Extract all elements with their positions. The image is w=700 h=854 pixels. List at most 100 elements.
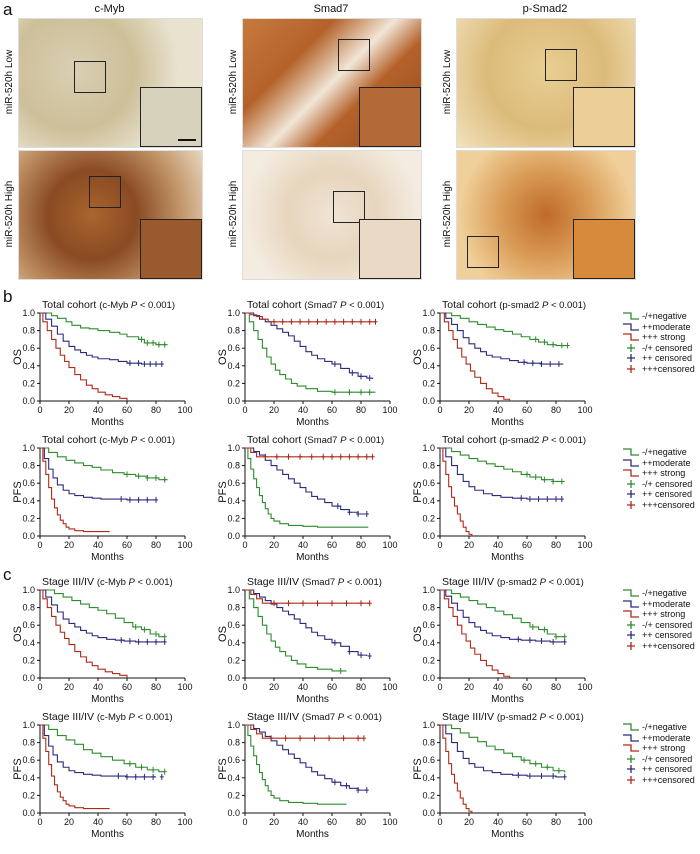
y-axis-label: PFS — [217, 758, 229, 779]
legend-entry: +++censored — [622, 364, 695, 375]
km-curve-moderate — [245, 447, 367, 515]
y-tick-label: 1.0 — [422, 720, 435, 730]
micrograph-c-myb-low — [18, 18, 203, 148]
censor-mark — [154, 631, 158, 637]
censor-mark — [551, 773, 556, 780]
censor-mark — [562, 773, 567, 780]
censor-mark — [367, 318, 372, 325]
stain-title-smad7: Smad7 — [313, 3, 349, 15]
x-tick-label: 60 — [122, 540, 132, 550]
censor-mark — [301, 600, 305, 607]
chart-title: Stage III/IV (p-smad2 P < 0.001) — [442, 576, 584, 588]
x-tick-label: 0 — [37, 540, 42, 550]
censor-mark — [298, 318, 303, 325]
chart-title: Stage III/IV (c-Myb P < 0.001) — [42, 711, 173, 723]
censor-mark — [151, 339, 156, 346]
censor-mark — [315, 600, 320, 607]
y-tick-label: 0.0 — [227, 396, 240, 406]
x-tick-label: 20 — [64, 817, 74, 827]
censor-mark — [127, 496, 132, 503]
y-tick-label: 0.8 — [227, 603, 240, 613]
censor-mark — [119, 637, 124, 644]
legend-label: ++moderate — [642, 457, 691, 468]
km-chart-10: Stage III/IV (Smad7 P < 0.001) 0.0 0.2 0.4 0… — [217, 711, 398, 840]
km-curve-negative — [245, 589, 347, 672]
x-tick-label: 100 — [577, 405, 592, 415]
legend-0: -/+negative ++moderate +++ strong -/+ censo… — [622, 311, 695, 374]
step-line-icon — [623, 723, 639, 731]
legend-label: +++ strong — [642, 332, 686, 342]
censor-mark — [133, 623, 138, 630]
x-tick-label: 20 — [464, 405, 474, 415]
censor-mark — [330, 600, 334, 607]
chart-title: Total cohort (p-smad2 P < 0.001) — [442, 434, 586, 446]
censor-mark — [359, 318, 363, 325]
x-tick-label: 20 — [64, 405, 74, 415]
micrograph-p-smad2-high — [456, 150, 636, 280]
legend-entry: -/+negative — [622, 588, 695, 599]
y-tick-label: 0.8 — [227, 461, 240, 471]
x-tick-label: 80 — [151, 405, 161, 415]
censor-mark — [338, 453, 343, 460]
censor-mark — [148, 361, 153, 368]
y-tick-label: 0.6 — [227, 620, 240, 630]
y-tick-label: 0.2 — [227, 790, 240, 800]
censor-mark — [159, 773, 164, 780]
legend-label: ++ censored — [642, 630, 693, 640]
roi-box — [333, 191, 365, 223]
y-tick-label: 1.0 — [22, 308, 35, 318]
censor-mark — [125, 471, 129, 478]
x-tick-label: 100 — [577, 682, 592, 692]
censor-mark — [286, 600, 291, 607]
x-tick-label: 0 — [242, 540, 247, 550]
legend-1: -/+negative ++moderate +++ strong -/+ censo… — [622, 447, 695, 510]
legend-label: -/+ censored — [642, 478, 693, 489]
y-tick-label: 1.0 — [422, 585, 435, 595]
censor-mark — [298, 453, 303, 460]
y-tick-label: 0.6 — [22, 620, 35, 630]
legend-entry: +++ strong — [622, 332, 695, 343]
legend-label: ++moderate — [642, 321, 691, 332]
y-tick-label: 0.6 — [227, 343, 240, 353]
x-tick-label: 20 — [64, 682, 74, 692]
x-tick-label: 0 — [242, 405, 247, 415]
x-tick-label: 80 — [151, 817, 161, 827]
km-curve-moderate — [40, 312, 164, 365]
y-tick-label: 1.0 — [227, 720, 240, 730]
censor-mark — [145, 474, 150, 481]
censor-mark — [533, 336, 538, 343]
censor-mark — [347, 509, 352, 516]
censor-mark — [332, 318, 337, 325]
x-tick-label: 80 — [356, 405, 366, 415]
x-tick-label: 60 — [522, 682, 532, 692]
censor-mark — [536, 496, 541, 503]
chart-title: Total cohort (Smad7 P < 0.001) — [247, 434, 384, 446]
censor-mark — [559, 478, 564, 485]
y-tick-label: 0.8 — [422, 603, 435, 613]
chart-title: Stage III/IV (Smad7 P < 0.001) — [247, 711, 382, 723]
x-tick-label: 40 — [493, 682, 503, 692]
censor-mark — [347, 453, 352, 460]
legend-entry: ++ censored — [622, 489, 695, 500]
legend-entry: ++moderate — [622, 733, 695, 744]
censor-cross-icon — [627, 479, 635, 488]
x-tick-label: 20 — [464, 817, 474, 827]
legend-label: +++ strong — [642, 468, 686, 478]
km-chart-2: Total cohort (p-smad2 P < 0.001) 0.0 0.2 0.… — [412, 299, 593, 428]
km-chart-4: Total cohort (Smad7 P < 0.001) 0.0 0.2 0.4 0… — [217, 434, 398, 563]
x-tick-label: 40 — [93, 540, 103, 550]
censor-mark — [154, 474, 158, 481]
censor-mark — [309, 453, 314, 460]
km-curve-strong — [440, 312, 511, 401]
y-tick-label: 0.6 — [22, 343, 35, 353]
x-tick-label: 60 — [327, 405, 337, 415]
censor-mark — [542, 339, 547, 346]
step-line-icon — [623, 448, 639, 456]
censor-mark — [539, 638, 544, 645]
inset-magnified — [573, 87, 635, 147]
censor-mark — [551, 341, 556, 348]
censor-mark — [162, 476, 167, 483]
censor-mark — [347, 648, 352, 655]
y-tick-label: 0.0 — [422, 673, 435, 683]
x-tick-label: 40 — [298, 405, 308, 415]
